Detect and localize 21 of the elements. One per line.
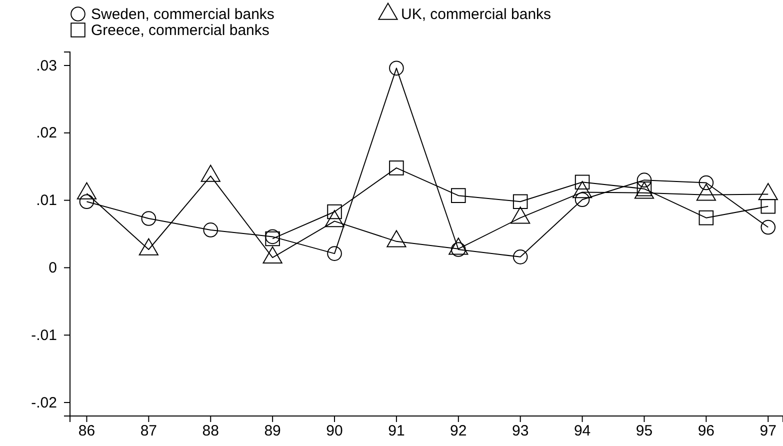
- x-tick-label: 92: [450, 422, 467, 440]
- y-tick-label: 0: [48, 260, 57, 277]
- legend-label: Greece, commercial banks: [91, 22, 270, 39]
- y-tick-label: -.02: [31, 394, 57, 412]
- legend-label: Sweden, commercial banks: [91, 6, 274, 23]
- x-tick-label: 97: [760, 422, 776, 440]
- x-tick-label: 87: [140, 422, 158, 440]
- x-tick-label: 86: [78, 422, 96, 440]
- x-tick-label: 94: [574, 422, 591, 440]
- x-tick-label: 89: [264, 422, 281, 440]
- x-tick-label: 95: [636, 422, 653, 440]
- y-tick-label: .03: [36, 57, 57, 74]
- y-tick-label: -.01: [31, 326, 57, 344]
- x-tick-label: 88: [202, 422, 219, 440]
- y-tick-label: .02: [36, 124, 57, 142]
- x-tick-label: 90: [326, 422, 343, 440]
- y-tick-label: .01: [36, 192, 57, 210]
- x-tick-label: 93: [512, 422, 529, 440]
- x-tick-label: 96: [698, 422, 715, 440]
- legend-label: UK, commercial banks: [401, 6, 552, 23]
- x-tick-label: 91: [388, 422, 405, 440]
